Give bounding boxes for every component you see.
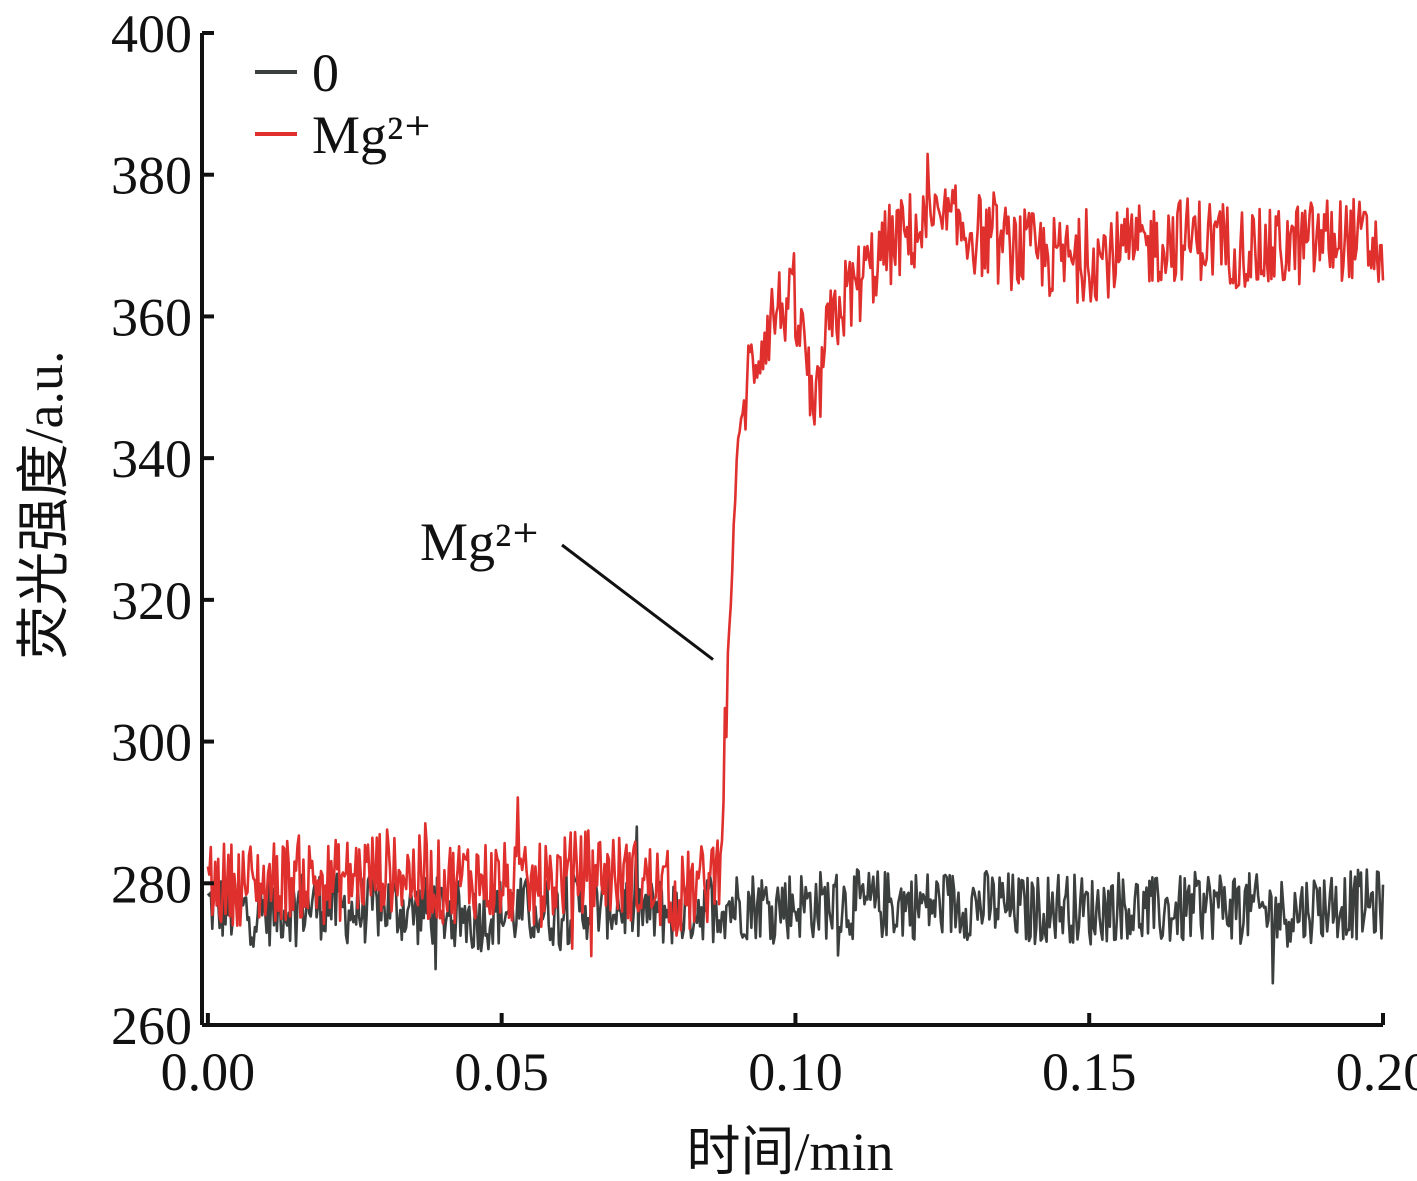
axes: 260 280 300 320 340 360 380 400 0.00 0.05 0.10 0.15… xyxy=(111,4,1417,1102)
legend-label: Mg²⁺ xyxy=(312,105,432,165)
plot-lines xyxy=(206,152,1385,985)
y-tick-label: 260 xyxy=(111,996,192,1056)
annotation-leader xyxy=(561,543,714,661)
y-tick-label: 280 xyxy=(111,854,192,914)
legend-label: 0 xyxy=(312,43,339,103)
y-tick-label: 360 xyxy=(111,287,192,347)
x-tick-label: 0.00 xyxy=(161,1042,256,1102)
x-tick-label: 0.15 xyxy=(1042,1042,1137,1102)
x-axis-title: 时间/min xyxy=(686,1122,893,1181)
y-tick-label: 400 xyxy=(111,4,192,64)
y-tick-label: 340 xyxy=(111,429,192,489)
x-tick-label: 0.10 xyxy=(748,1042,843,1102)
y-tick-label: 320 xyxy=(111,571,192,631)
x-tick-label: 0.05 xyxy=(454,1042,549,1102)
annotations: Mg²⁺ xyxy=(420,512,714,661)
series-line-mg xyxy=(206,152,1385,958)
y-axis-title: 荧光强度/a.u. xyxy=(14,351,74,660)
series-line-0 xyxy=(206,825,1385,985)
x-tick-label: 0.20 xyxy=(1336,1042,1417,1102)
y-tick-label: 300 xyxy=(111,713,192,773)
y-tick-label: 380 xyxy=(111,146,192,206)
annotation-label: Mg²⁺ xyxy=(420,512,540,572)
